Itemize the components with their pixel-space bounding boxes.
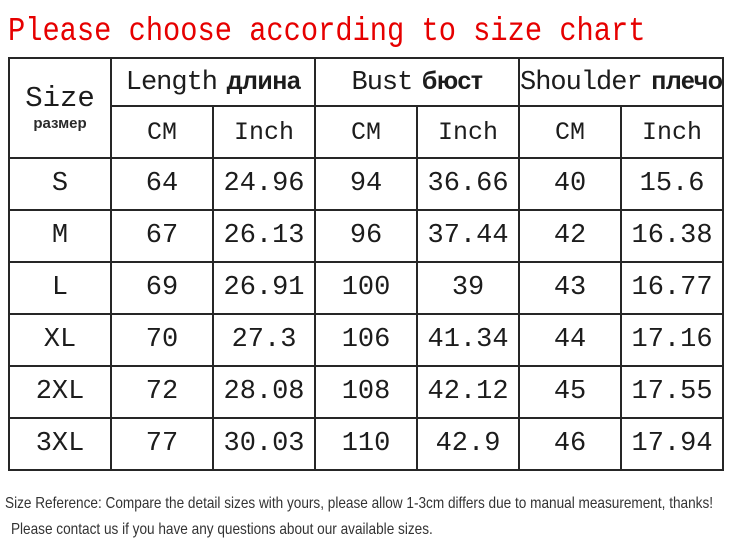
header-length: Length длина	[109, 57, 317, 107]
header-shoulder-ru: плечо	[651, 66, 723, 95]
header-size: Size размер	[8, 57, 112, 159]
measurement-value-shoulder_inch: 17.16	[620, 313, 725, 367]
header-size-ru: размер	[33, 114, 87, 132]
size-label: XL	[8, 313, 112, 367]
size-chart-table: Size размер Length длина Bust бюст Shoul…	[8, 57, 725, 471]
measurement-value-length_inch: 30.03	[211, 417, 317, 471]
measurement-value-bust_cm: 106	[314, 313, 419, 367]
measurement-value-bust_inch: 41.34	[416, 313, 521, 367]
size-label: L	[8, 261, 112, 315]
measurement-value-shoulder_inch: 17.55	[620, 365, 725, 419]
header-length-en: Length	[125, 67, 218, 98]
measurement-value-length_inch: 26.91	[211, 261, 317, 315]
header-length-ru: длина	[226, 66, 301, 95]
measurement-value-length_inch: 24.96	[211, 157, 317, 211]
measurement-value-shoulder_cm: 44	[518, 313, 623, 367]
measurement-value-shoulder_cm: 42	[518, 209, 623, 263]
measurement-value-shoulder_cm: 40	[518, 157, 623, 211]
measurement-value-bust_inch: 42.12	[416, 365, 521, 419]
measurement-value-shoulder_cm: 43	[518, 261, 623, 315]
measurement-value-shoulder_cm: 46	[518, 417, 623, 471]
header-shoulder-en: Shoulder	[520, 67, 643, 98]
header-size-en: Size	[25, 81, 95, 115]
unit-bust-cm: CM	[314, 105, 419, 159]
size-label: S	[8, 157, 112, 211]
unit-shoulder-inch: Inch	[620, 105, 725, 159]
measurement-value-bust_inch: 37.44	[416, 209, 521, 263]
measurement-value-length_inch: 27.3	[211, 313, 317, 367]
unit-bust-inch: Inch	[416, 105, 521, 159]
measurement-value-bust_cm: 96	[314, 209, 419, 263]
footer-notes: Size Reference: Compare the detail sizes…	[5, 491, 713, 543]
header-unit-row: CM Inch CM Inch CM Inch	[9, 105, 725, 159]
measurement-value-length_inch: 26.13	[211, 209, 317, 263]
measurement-value-length_cm: 70	[110, 313, 214, 367]
table-row: 2XL 72 28.08 108 42.12 45 17.55	[8, 365, 725, 419]
measurement-value-length_cm: 69	[110, 261, 214, 315]
measurement-value-bust_cm: 100	[314, 261, 419, 315]
header-bust: Bust бюст	[314, 57, 521, 107]
measurement-value-bust_inch: 36.66	[416, 157, 521, 211]
measurement-value-length_cm: 72	[110, 365, 214, 419]
table-row: M 67 26.13 96 37.44 42 16.38	[8, 209, 725, 263]
measurement-value-length_inch: 28.08	[211, 365, 317, 419]
table-body: S 64 24.96 94 36.66 40 15.6 M 67 26.13 96 37.44 42 16…	[8, 157, 725, 471]
table-row: XL 70 27.3 106 41.34 44 17.16	[8, 313, 725, 367]
measurement-value-length_cm: 77	[110, 417, 214, 471]
size-label: M	[8, 209, 112, 263]
measurement-value-bust_cm: 110	[314, 417, 419, 471]
size-label: 2XL	[8, 365, 112, 419]
unit-shoulder-cm: CM	[518, 105, 623, 159]
unit-length-cm: CM	[110, 105, 214, 159]
measurement-value-shoulder_inch: 17.94	[620, 417, 725, 471]
measurement-value-shoulder_inch: 16.38	[620, 209, 725, 263]
table-row: S 64 24.96 94 36.66 40 15.6	[8, 157, 725, 211]
unit-length-inch: Inch	[211, 105, 317, 159]
measurement-value-bust_cm: 108	[314, 365, 419, 419]
measurement-value-shoulder_cm: 45	[518, 365, 623, 419]
table-row: 3XL 77 30.03 110 42.9 46 17.94	[8, 417, 725, 471]
header-bust-ru: бюст	[421, 66, 483, 95]
table-row: L 69 26.91 100 39 43 16.77	[8, 261, 725, 315]
header-shoulder: Shoulder плечо	[518, 57, 725, 107]
page-title: Please choose according to size chart	[8, 13, 646, 50]
measurement-value-shoulder_inch: 16.77	[620, 261, 725, 315]
size-reference-note: Size Reference: Compare the detail sizes…	[5, 495, 714, 512]
contact-note: Please contact us if you have any questi…	[10, 521, 433, 538]
size-label: 3XL	[8, 417, 112, 471]
header-group-row: Size размер Length длина Bust бюст Shoul…	[8, 57, 725, 159]
header-bust-en: Bust	[351, 67, 414, 98]
measurement-value-length_cm: 67	[110, 209, 214, 263]
measurement-value-bust_cm: 94	[314, 157, 419, 211]
measurement-value-bust_inch: 42.9	[416, 417, 521, 471]
measurement-value-shoulder_inch: 15.6	[620, 157, 725, 211]
measurement-value-length_cm: 64	[110, 157, 214, 211]
measurement-value-bust_inch: 39	[416, 261, 521, 315]
